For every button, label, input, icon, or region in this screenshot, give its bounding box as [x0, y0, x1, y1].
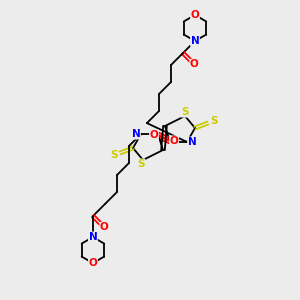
Text: S: S	[137, 159, 145, 169]
Text: N: N	[188, 137, 196, 147]
Text: O: O	[100, 222, 109, 233]
Text: S: S	[210, 116, 218, 126]
Text: S: S	[110, 150, 118, 160]
Text: O: O	[88, 258, 97, 268]
Text: O: O	[190, 59, 199, 69]
Text: O: O	[150, 130, 158, 140]
Text: N: N	[88, 232, 97, 242]
Text: S: S	[181, 107, 189, 117]
Text: O: O	[190, 10, 200, 20]
Text: N: N	[132, 129, 140, 139]
Text: N: N	[190, 36, 200, 46]
Text: O: O	[169, 136, 178, 146]
